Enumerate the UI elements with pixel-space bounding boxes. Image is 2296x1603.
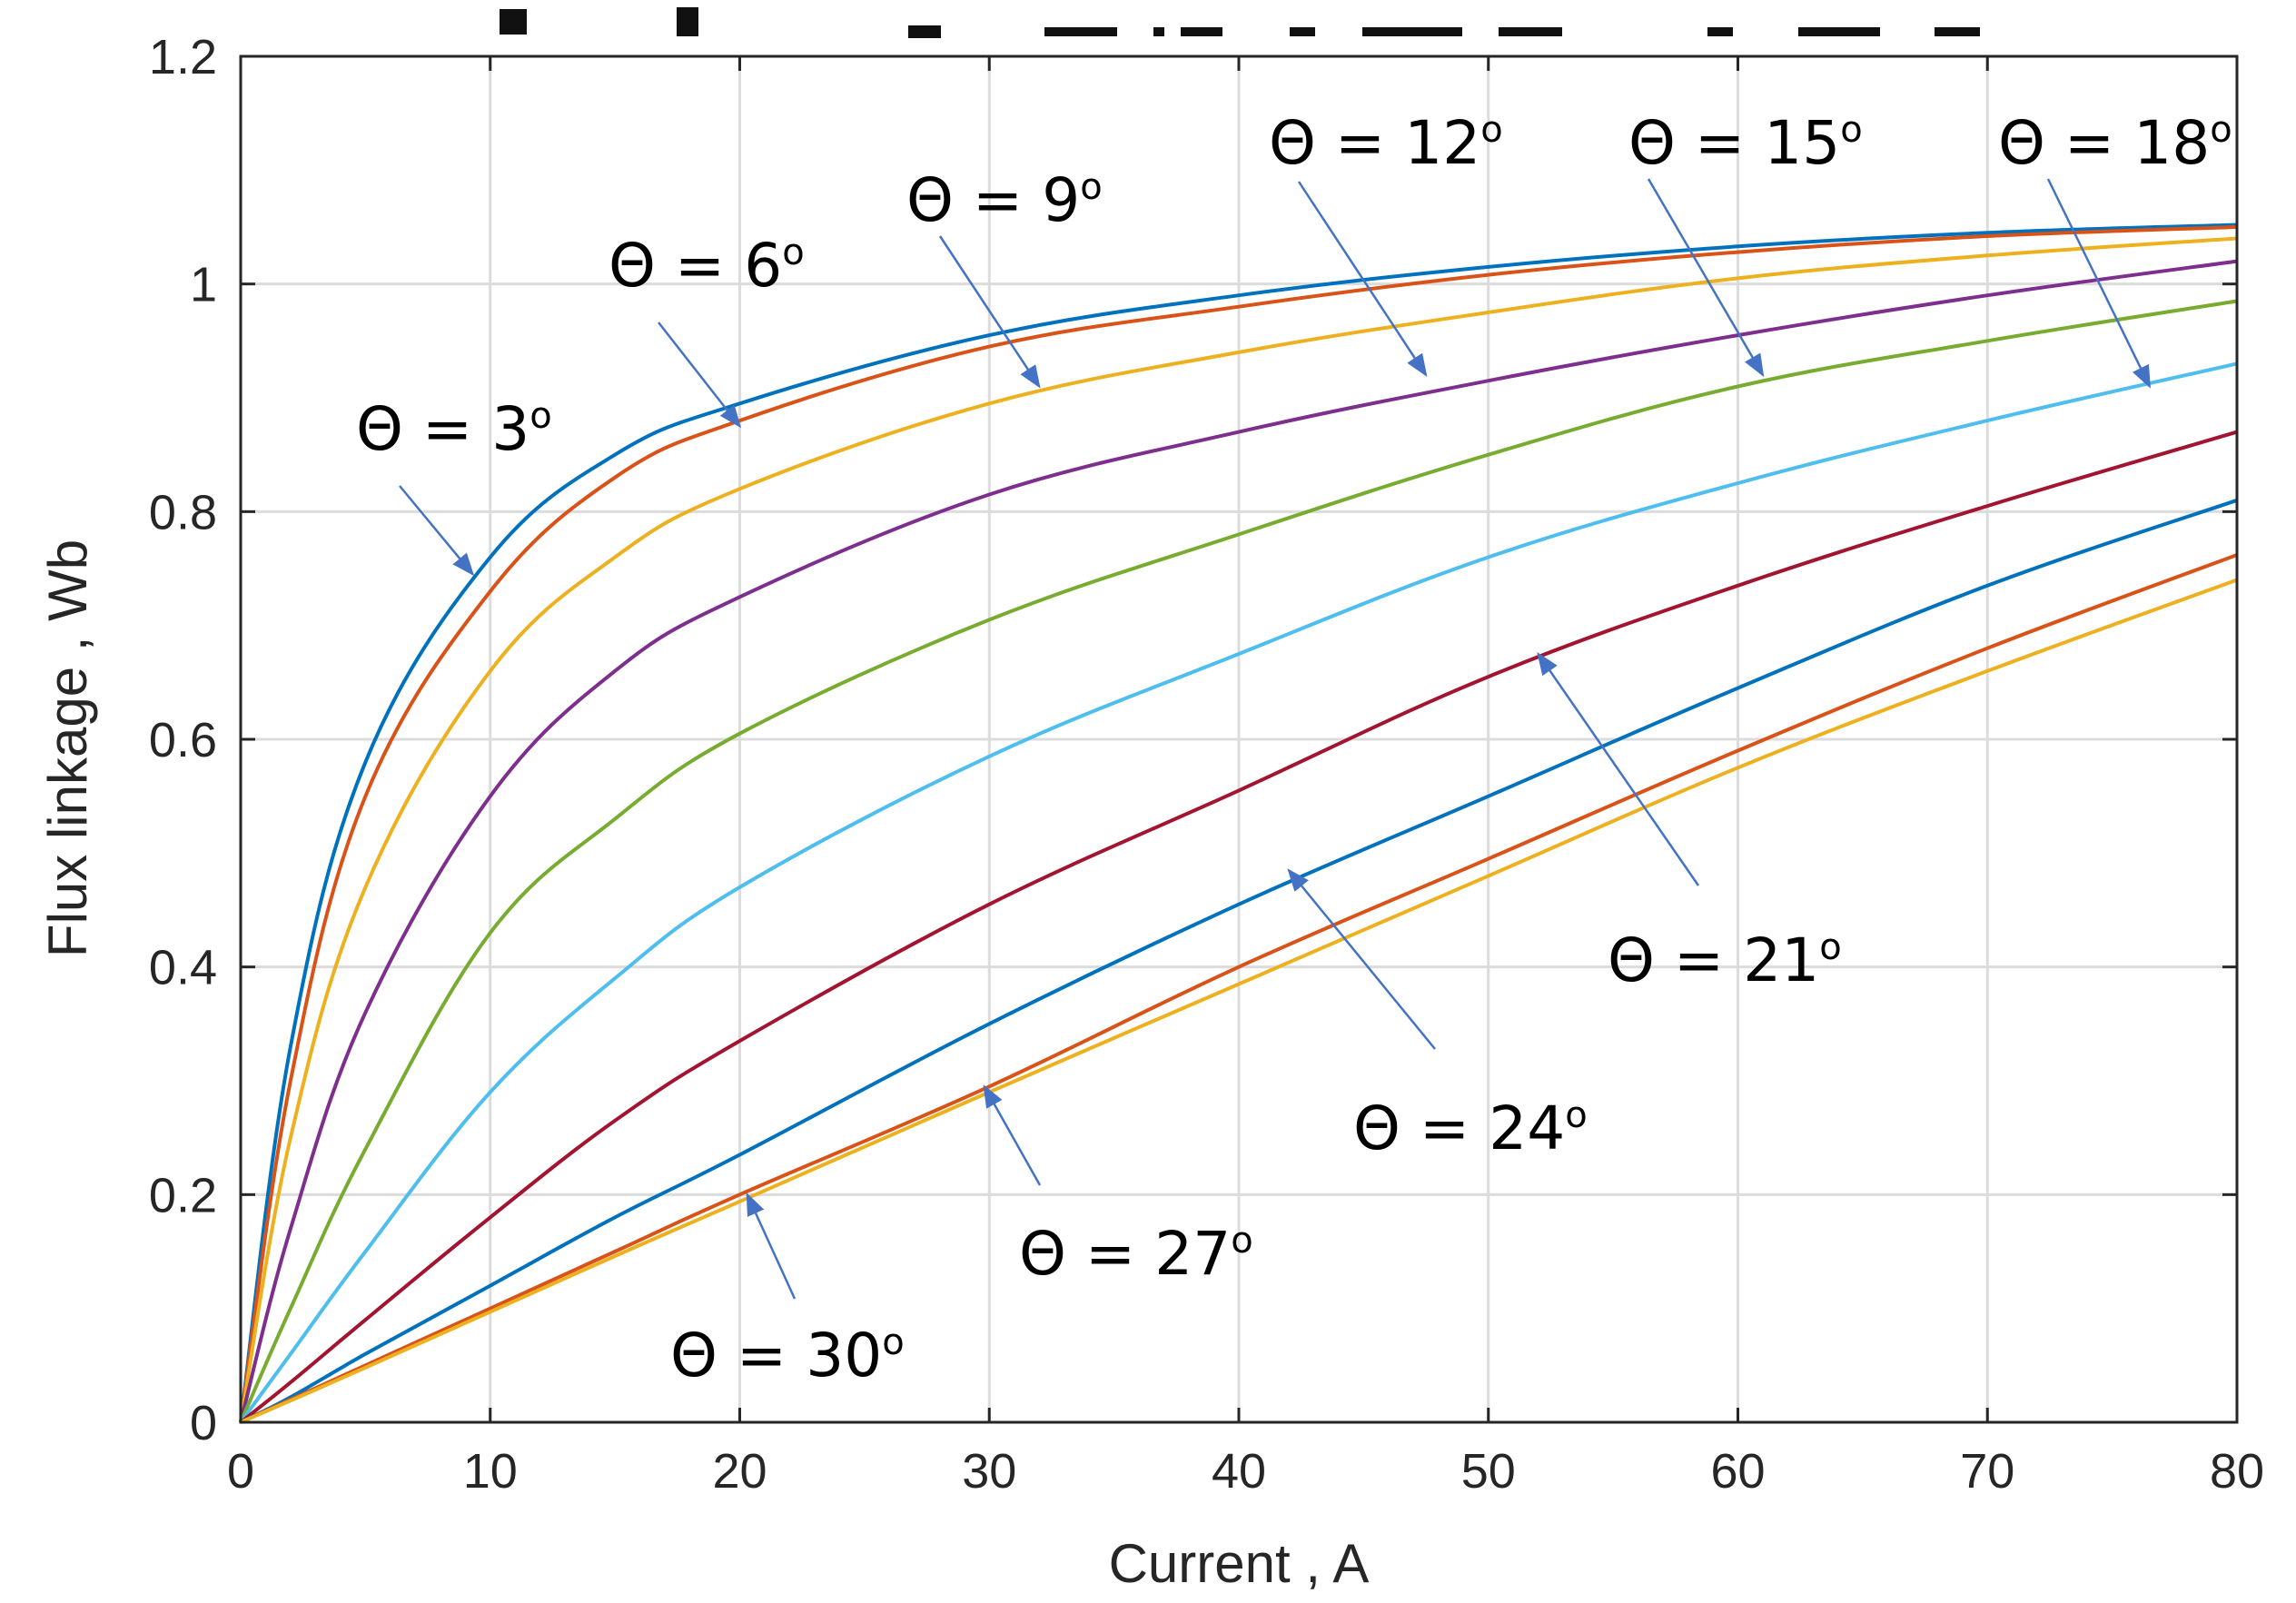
annotation-label: Θ = 9o	[906, 165, 1103, 235]
annotation-10: Θ = 30o	[670, 1192, 905, 1390]
y-tick-label: 0.2	[149, 1168, 217, 1222]
annotation-9: Θ = 27o	[983, 1084, 1253, 1289]
series-line-6	[239, 361, 2238, 1424]
annotation-label: Θ = 12o	[1269, 108, 1503, 178]
annotation-5: Θ = 15o	[1628, 108, 1863, 378]
series-lines	[239, 223, 2238, 1424]
x-tick-label: 50	[1461, 1444, 1516, 1499]
x-tick-label: 40	[1212, 1444, 1266, 1499]
series-line-10	[240, 578, 2238, 1424]
axis-ticks: 0 10 20 30 40 50 60 70 80 0 0.2 0.4 0.6 0.8 1 1.2	[149, 30, 2264, 1499]
annotation-arrow	[2046, 178, 2151, 389]
series-line-3	[239, 236, 2238, 1423]
annotation-label: Θ = 24o	[1353, 1093, 1588, 1163]
series-line-5	[239, 299, 2238, 1423]
annotation-arrow	[983, 1084, 1042, 1186]
degree-superscript: o	[1840, 109, 1862, 151]
series-line-2	[239, 225, 2238, 1423]
series-line-8	[240, 498, 2238, 1424]
y-tick-label: 0	[190, 1396, 217, 1450]
annotation-label: Θ = 15o	[1628, 108, 1863, 178]
annotation-arrow	[1297, 181, 1428, 378]
degree-superscript: o	[1565, 1094, 1587, 1136]
annotation-8: Θ = 24o	[1287, 868, 1588, 1163]
x-tick-label: 0	[227, 1444, 254, 1499]
y-axis-label: Flux linkage , Wb	[37, 539, 98, 957]
cropped-title-fragment	[500, 7, 1980, 38]
x-tick-label: 30	[962, 1444, 1016, 1499]
angle-annotations: Θ = 3o Θ = 6o Θ = 9o Θ = 12o Θ = 15o Θ = 18o Θ…	[356, 108, 2232, 1390]
y-tick-label: 0.8	[149, 485, 217, 539]
series-line-1	[239, 223, 2238, 1423]
degree-superscript: o	[1480, 109, 1502, 151]
annotation-arrow	[938, 235, 1041, 389]
annotation-1: Θ = 3o	[356, 394, 552, 577]
annotation-label: Θ = 3o	[356, 394, 552, 464]
degree-superscript: o	[1231, 1220, 1252, 1262]
annotation-label: Θ = 27o	[1019, 1219, 1253, 1289]
annotation-arrow	[1537, 651, 1700, 886]
degree-superscript: o	[529, 395, 551, 437]
x-tick-label: 60	[1710, 1444, 1765, 1499]
series-line-9	[240, 553, 2238, 1424]
annotation-label: Θ = 18o	[1998, 108, 2232, 178]
annotation-4: Θ = 12o	[1269, 108, 1503, 378]
degree-superscript: o	[782, 232, 804, 273]
annotation-arrow	[399, 485, 475, 577]
y-tick-label: 0.6	[149, 713, 217, 767]
x-tick-label: 80	[2210, 1444, 2264, 1499]
y-tick-label: 1	[190, 258, 217, 312]
x-tick-label: 20	[712, 1444, 767, 1499]
degree-superscript: o	[2210, 109, 2232, 151]
x-axis-label: Current , A	[1109, 1533, 1370, 1594]
annotation-2: Θ = 6o	[609, 231, 805, 429]
y-tick-label: 1.2	[149, 30, 217, 84]
annotation-arrow	[1647, 178, 1765, 378]
y-tick-label: 0.4	[149, 941, 217, 995]
degree-superscript: o	[1080, 166, 1102, 208]
annotation-3: Θ = 9o	[906, 165, 1103, 389]
series-line-4	[239, 259, 2238, 1423]
annotation-label: Θ = 30o	[670, 1321, 905, 1390]
annotation-arrow	[1287, 868, 1436, 1050]
series-line-7	[239, 430, 2238, 1424]
annotation-6: Θ = 18o	[1998, 108, 2232, 389]
annotation-label: Θ = 6o	[609, 231, 805, 301]
x-tick-label: 10	[463, 1444, 518, 1499]
x-tick-label: 70	[1960, 1444, 2014, 1499]
annotation-label: Θ = 21o	[1608, 925, 1842, 995]
degree-superscript: o	[1819, 926, 1841, 968]
degree-superscript: o	[882, 1321, 904, 1363]
annotation-7: Θ = 21o	[1537, 651, 1842, 995]
annotation-arrow	[658, 322, 742, 429]
annotation-arrow	[746, 1192, 797, 1300]
